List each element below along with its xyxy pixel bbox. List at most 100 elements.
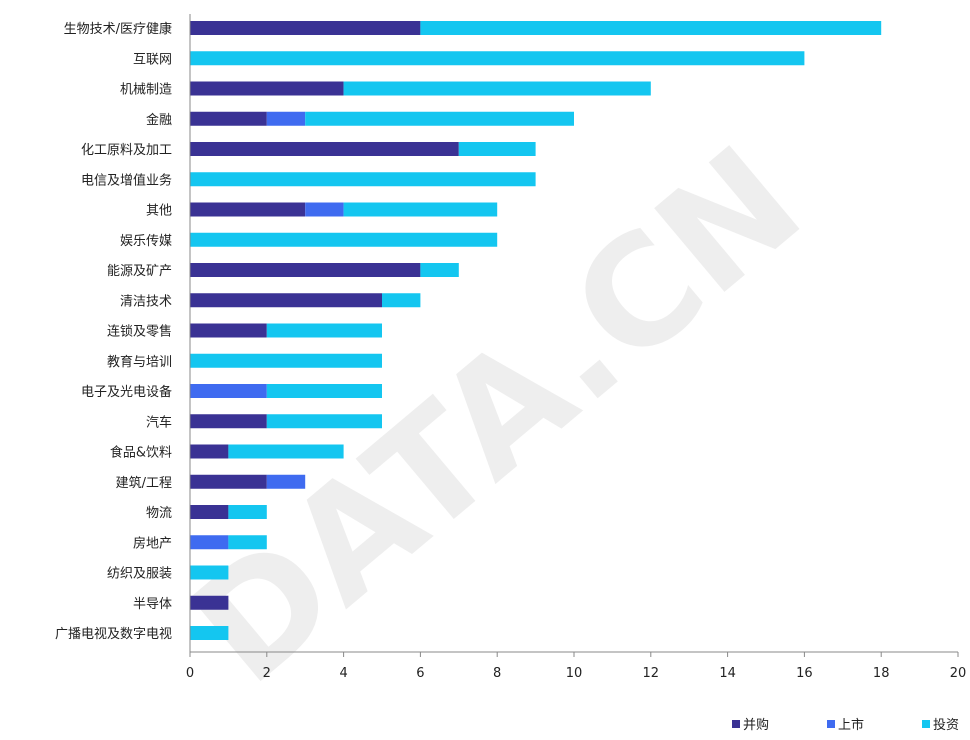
legend-label: 投资 — [933, 717, 959, 733]
bar-segment-1 — [190, 81, 344, 96]
category-label: 汽车 — [146, 414, 172, 430]
bar-row — [190, 51, 805, 66]
bar-segment-1 — [190, 263, 421, 277]
category-label: 教育与培训 — [107, 354, 172, 370]
category-label: 化工原料及加工 — [81, 143, 172, 158]
category-label: 机械制造 — [120, 83, 172, 98]
bar-segment-3 — [190, 353, 382, 368]
bar-segment-1 — [190, 474, 267, 489]
x-tick-label: 20 — [950, 666, 967, 681]
bar-segment-1 — [190, 111, 267, 126]
x-tick-label: 10 — [566, 666, 583, 681]
bar-segment-3 — [458, 142, 536, 156]
x-tick-label: 16 — [796, 666, 813, 681]
x-tick-label: 4 — [339, 666, 347, 681]
x-tick-label: 12 — [643, 666, 660, 681]
bar-segment-3 — [190, 172, 536, 187]
bar-row — [190, 81, 651, 96]
bar-segment-3 — [420, 21, 882, 35]
category-labels: 生物技术/医疗健康互联网机械制造金融化工原料及加工电信及增值业务其他娱乐传媒能源… — [55, 21, 172, 642]
bar-segment-3 — [266, 323, 382, 338]
bar-segment-3 — [343, 81, 651, 96]
x-tick-label: 18 — [873, 666, 890, 681]
legend-item: 投资 — [922, 717, 959, 733]
x-tick-label: 14 — [719, 666, 736, 681]
category-label: 半导体 — [133, 597, 172, 612]
bar-segment-1 — [190, 505, 229, 519]
bar-segment-3 — [420, 263, 459, 277]
bar-row — [190, 111, 574, 126]
x-tick-label: 2 — [263, 666, 271, 681]
category-label: 房地产 — [133, 535, 172, 551]
bar-row — [190, 535, 267, 550]
legend-item: 并购 — [732, 717, 769, 733]
bar-segment-3 — [190, 626, 229, 640]
bar-segment-1 — [190, 142, 459, 156]
bar-row — [190, 384, 382, 398]
category-label: 能源及矿产 — [107, 264, 172, 279]
bar-segment-2 — [305, 202, 344, 217]
bar-segment-1 — [190, 595, 229, 610]
bars-layer — [190, 21, 882, 640]
x-tick-label: 6 — [416, 666, 424, 681]
legend-swatch — [732, 720, 740, 728]
category-label: 纺织及服装 — [107, 567, 172, 582]
bar-segment-3 — [382, 293, 421, 308]
bar-segment-3 — [228, 535, 267, 550]
bar-row — [190, 505, 267, 519]
bar-segment-1 — [190, 414, 267, 429]
category-label: 其他 — [146, 204, 172, 219]
bar-segment-1 — [190, 444, 229, 459]
bar-segment-3 — [343, 202, 498, 217]
legend-swatch — [922, 720, 930, 728]
bar-segment-3 — [190, 232, 498, 247]
bar-row — [190, 626, 229, 640]
bar-segment-3 — [266, 384, 382, 398]
bar-row — [190, 414, 382, 429]
category-label: 清洁技术 — [120, 294, 172, 309]
bar-row — [190, 353, 382, 368]
category-label: 广播电视及数字电视 — [55, 627, 172, 642]
category-label: 连锁及零售 — [107, 324, 172, 340]
category-label: 金融 — [146, 112, 172, 128]
legend-label: 并购 — [743, 717, 769, 733]
x-tick-label: 0 — [186, 666, 194, 681]
x-tick-label: 8 — [493, 666, 501, 681]
bar-segment-1 — [190, 293, 382, 308]
bar-row — [190, 595, 229, 610]
bar-segment-3 — [266, 414, 382, 429]
bar-segment-2 — [190, 535, 229, 550]
bar-segment-1 — [190, 202, 306, 217]
category-label: 电子及光电设备 — [81, 384, 172, 400]
bar-row — [190, 444, 344, 459]
bar-segment-3 — [190, 51, 805, 66]
category-label: 生物技术/医疗健康 — [64, 21, 172, 37]
bar-row — [190, 172, 536, 187]
bar-row — [190, 293, 421, 308]
bar-row — [190, 232, 498, 247]
bar-row — [190, 263, 459, 277]
bar-segment-3 — [190, 565, 229, 580]
x-axis: 0 2 4 6 8 10 12 14 16 18 20 — [186, 14, 966, 681]
category-label: 电信及增值业务 — [81, 172, 172, 188]
category-label: 建筑/工程 — [116, 475, 172, 491]
legend-swatch — [827, 720, 835, 728]
legend-label: 上市 — [838, 717, 864, 733]
bar-row — [190, 21, 882, 35]
bar-segment-1 — [190, 21, 421, 35]
bar-row — [190, 474, 306, 489]
bar-segment-2 — [190, 384, 267, 398]
bar-segment-1 — [190, 323, 267, 338]
bar-segment-2 — [266, 111, 306, 126]
bar-segment-3 — [228, 444, 344, 459]
bar-row — [190, 202, 498, 217]
bar-segment-3 — [228, 505, 267, 519]
category-label: 互联网 — [133, 52, 172, 67]
bar-row — [190, 142, 536, 156]
bar-segment-3 — [305, 111, 574, 126]
category-label: 娱乐传媒 — [120, 234, 172, 249]
bar-row — [190, 323, 382, 338]
category-label: 物流 — [146, 506, 172, 521]
legend: 并购 上市 投资 — [732, 717, 959, 733]
